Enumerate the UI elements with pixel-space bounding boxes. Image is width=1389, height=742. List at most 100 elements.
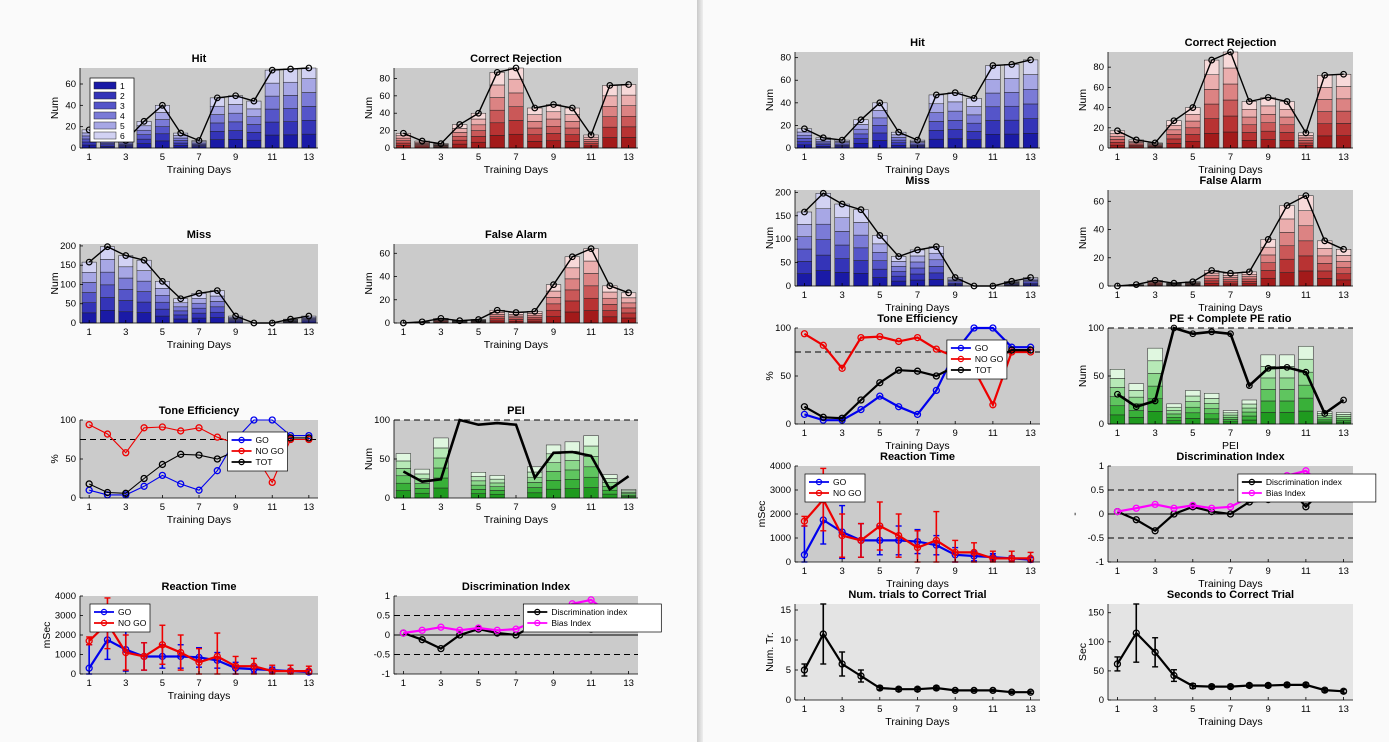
bar-segment — [1335, 255, 1352, 262]
bar-segment — [470, 472, 487, 477]
y-tick-label: 50 — [1093, 371, 1104, 382]
bar-segment — [452, 136, 468, 141]
bar-segment — [796, 248, 813, 262]
x-axis-label: Training Days — [885, 716, 949, 728]
x-tick-label: 1 — [802, 566, 807, 577]
bar-segment — [1166, 413, 1182, 418]
series-line — [1116, 631, 1344, 693]
bar-segment — [583, 273, 599, 287]
legend-label: GO — [118, 607, 132, 617]
bar-segment — [1166, 410, 1182, 415]
x-tick-label: 9 — [1266, 428, 1271, 439]
x-tick-label: 13 — [304, 152, 315, 163]
y-axis-label: Num — [363, 272, 375, 294]
x-tick-label: 9 — [1266, 152, 1271, 163]
bar-segment — [1204, 89, 1220, 105]
bar-segment — [1279, 116, 1295, 126]
x-tick-label: 9 — [551, 678, 556, 689]
bar-segment — [545, 118, 562, 127]
series-marker — [913, 367, 922, 375]
bar-segment — [301, 92, 317, 107]
bar-segment — [621, 105, 637, 117]
bar-segment — [1260, 254, 1276, 263]
bar-segment — [1260, 130, 1276, 140]
bar-segment — [264, 121, 280, 136]
bar-segment — [489, 84, 505, 98]
x-tick-label: 5 — [160, 502, 165, 513]
x-tick-label: 5 — [1190, 290, 1195, 301]
bar-segment — [1222, 412, 1239, 416]
series-marker — [895, 366, 903, 374]
y-axis-label: mSec — [756, 501, 768, 528]
bar-segment — [621, 297, 637, 304]
bar-segment — [564, 469, 580, 480]
y-tick-label: 0 — [1099, 509, 1104, 520]
bar-segment — [154, 308, 170, 317]
series-marker — [140, 474, 148, 483]
x-tick-label: 11 — [1301, 152, 1311, 163]
x-tick-label: 11 — [586, 327, 596, 338]
y-axis-label: - — [1069, 512, 1081, 516]
bar-segment — [1204, 275, 1220, 279]
legend-label: NO GO — [833, 488, 862, 498]
total-marker — [1208, 267, 1216, 274]
chart-title: False Alarm — [485, 229, 547, 241]
bar-segment — [891, 142, 907, 146]
y-tick-label: 0 — [385, 318, 390, 329]
bar-segment — [1147, 360, 1163, 374]
bar-segment — [1260, 122, 1276, 132]
total-marker — [493, 306, 501, 314]
legend-marker — [238, 436, 245, 444]
bar-segment — [1004, 78, 1020, 93]
bar-segment — [1298, 210, 1314, 227]
bar-segment — [1109, 142, 1126, 146]
y-axis-label: % — [764, 371, 776, 380]
bar-segment — [527, 134, 543, 142]
x-tick-label: 5 — [877, 290, 882, 301]
bar-segment — [136, 270, 152, 282]
series-marker — [857, 536, 865, 545]
series-marker — [250, 416, 258, 424]
bar-segment — [154, 119, 170, 127]
x-tick-label: 13 — [1025, 704, 1036, 715]
x-tick-label: 7 — [1228, 566, 1233, 577]
y-tick-label: -1 — [1096, 557, 1104, 568]
total-marker — [1302, 368, 1310, 376]
y-tick-label: 0 — [1099, 143, 1104, 154]
series-marker — [932, 684, 940, 692]
bar-segment — [564, 127, 580, 135]
legend-marker — [534, 619, 541, 627]
bar-segment — [872, 243, 888, 253]
total-marker — [838, 136, 846, 144]
legend-label: 3 — [120, 101, 125, 111]
bar-segment — [470, 124, 487, 131]
x-tick-label: 1 — [401, 678, 406, 689]
bar-segment — [433, 437, 449, 449]
x-tick-label: 13 — [1025, 152, 1036, 163]
bar-segment — [228, 112, 244, 123]
x-tick-label: 1 — [87, 327, 92, 338]
bar-segment — [489, 316, 505, 319]
x-tick-label: 5 — [476, 502, 481, 513]
y-axis-label: Num — [1077, 89, 1089, 111]
y-tick-label: 60 — [379, 91, 390, 102]
bar-segment — [602, 116, 618, 128]
y-tick-label: 0 — [786, 143, 791, 154]
bar-segment — [489, 318, 505, 322]
y-tick-label: 60 — [1093, 82, 1104, 93]
x-tick-label: 1 — [802, 152, 807, 163]
bar-segment — [1335, 123, 1352, 136]
bar-segment — [1204, 133, 1220, 149]
y-axis-label: Num — [49, 272, 61, 294]
total-marker — [140, 117, 148, 125]
bar-segment — [489, 486, 505, 491]
legend-label: Discrimination index — [551, 607, 628, 617]
legend-marker — [815, 489, 823, 497]
series-line — [803, 631, 1031, 694]
series-marker — [1208, 682, 1216, 691]
x-tick-label: 1 — [87, 678, 92, 689]
bar-segment — [452, 132, 468, 137]
bar-segment — [872, 235, 888, 245]
